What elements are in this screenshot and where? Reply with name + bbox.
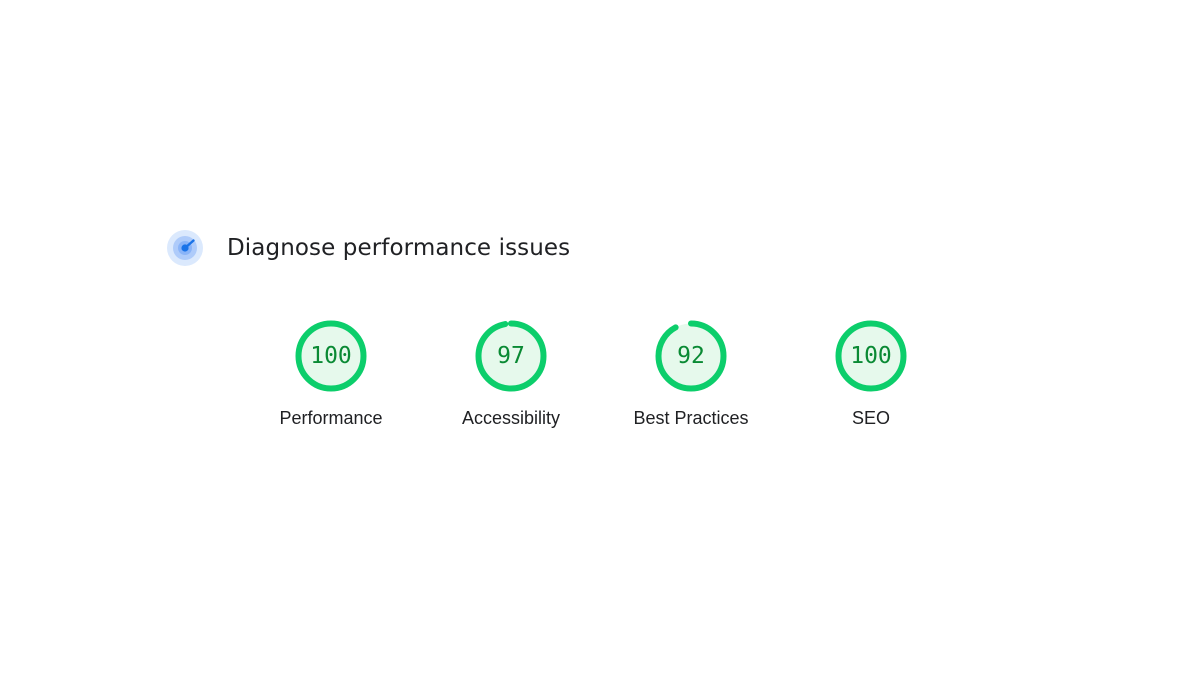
category-label: Best Practices: [633, 408, 749, 428]
score-value: 100: [310, 343, 352, 369]
score-value: 92: [677, 343, 705, 369]
score-value: 97: [497, 343, 525, 369]
category-label: Accessibility: [461, 408, 561, 428]
section-header: Diagnose performance issues: [166, 229, 570, 267]
category-label: SEO: [851, 408, 890, 428]
score-ring: 92: [655, 320, 727, 392]
score-ring: 100: [295, 320, 367, 392]
gauge-performance[interactable]: 100 Performance: [241, 318, 421, 429]
score-value: 100: [850, 343, 892, 369]
gauge-accessibility[interactable]: 97 Accessibility: [421, 318, 601, 429]
score-ring: 97: [475, 320, 547, 392]
gauge-best-practices[interactable]: 92 Best Practices: [601, 318, 781, 429]
score-ring: 100: [835, 320, 907, 392]
gauge-seo[interactable]: 100 SEO: [781, 318, 961, 429]
category-label: Performance: [279, 408, 383, 428]
score-gauges: 100 Performance 97 Accessibility 92 Best…: [241, 318, 961, 429]
lighthouse-icon: [167, 230, 203, 266]
section-title: Diagnose performance issues: [227, 235, 571, 261]
